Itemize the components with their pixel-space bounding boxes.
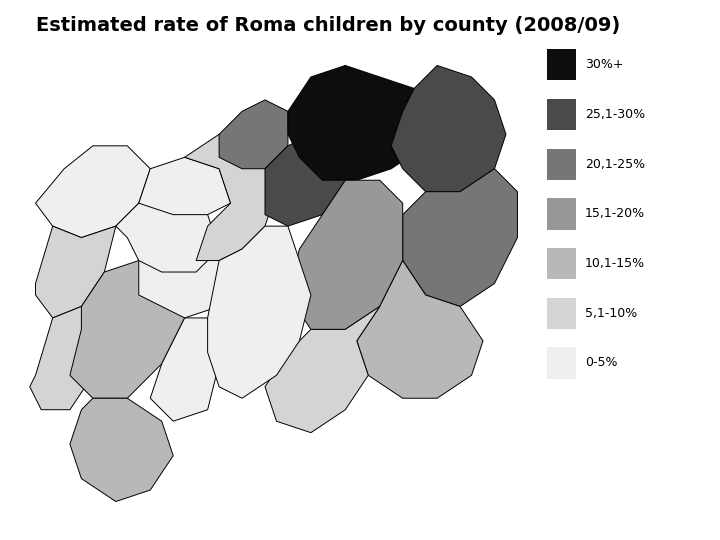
Polygon shape	[139, 157, 230, 215]
Polygon shape	[184, 123, 276, 261]
Text: 15,1-20%: 15,1-20%	[585, 207, 645, 220]
Polygon shape	[402, 168, 518, 306]
Polygon shape	[207, 226, 311, 399]
Polygon shape	[391, 65, 506, 192]
Polygon shape	[288, 65, 437, 180]
Polygon shape	[219, 100, 288, 168]
Text: 25,1-30%: 25,1-30%	[585, 108, 645, 121]
Polygon shape	[30, 306, 104, 410]
Polygon shape	[265, 306, 379, 433]
Text: 0-5%: 0-5%	[585, 356, 617, 369]
Polygon shape	[70, 261, 184, 399]
Polygon shape	[35, 226, 116, 318]
Text: 5,1-10%: 5,1-10%	[585, 307, 637, 320]
Polygon shape	[70, 399, 174, 502]
Text: 20,1-25%: 20,1-25%	[585, 158, 645, 171]
Polygon shape	[150, 318, 219, 421]
Polygon shape	[288, 180, 402, 329]
Polygon shape	[116, 203, 219, 272]
Polygon shape	[357, 261, 483, 399]
Text: Estimated rate of Roma children by county (2008/09): Estimated rate of Roma children by count…	[36, 16, 620, 35]
Polygon shape	[265, 134, 346, 226]
Text: 30%+: 30%+	[585, 58, 623, 71]
Polygon shape	[35, 146, 150, 238]
Polygon shape	[139, 226, 230, 318]
Text: 10,1-15%: 10,1-15%	[585, 257, 645, 270]
